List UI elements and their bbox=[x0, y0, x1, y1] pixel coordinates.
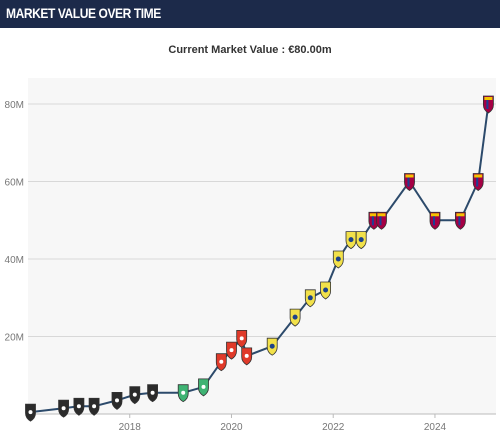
data-point-bournemouth-crest bbox=[129, 386, 141, 405]
x-tick-label: 2022 bbox=[322, 422, 345, 433]
y-tick-label: 40M bbox=[5, 255, 24, 266]
page-title: MARKET VALUE OVER TIME bbox=[6, 5, 161, 21]
header-bar: MARKET VALUE OVER TIME bbox=[0, 0, 500, 28]
data-point-leeds-crest bbox=[332, 250, 344, 269]
data-point-bournemouth-crest bbox=[58, 399, 69, 418]
y-tick-label: 80M bbox=[5, 100, 24, 111]
data-point-leeds-crest bbox=[304, 289, 316, 308]
data-point-barcelona-crest bbox=[376, 211, 387, 230]
data-point-rennes-crest bbox=[236, 329, 248, 348]
x-tick-label: 2024 bbox=[424, 422, 447, 433]
data-point-leeds-crest bbox=[266, 337, 278, 356]
data-point-rennes-crest bbox=[226, 341, 237, 360]
data-point-bournemouth-crest bbox=[73, 397, 85, 416]
y-tick-label: 60M bbox=[5, 178, 24, 189]
data-point-bournemouth-crest bbox=[111, 391, 123, 410]
data-point-sporting-crest bbox=[177, 384, 189, 403]
data-point-barcelona-crest bbox=[482, 95, 494, 114]
data-point-rennes-crest bbox=[215, 353, 227, 372]
data-point-leeds-crest bbox=[345, 231, 357, 250]
data-point-sporting-crest bbox=[198, 378, 209, 397]
data-point-barcelona-crest bbox=[454, 211, 466, 230]
data-point-barcelona-crest bbox=[472, 173, 484, 191]
data-point-barcelona-crest bbox=[429, 211, 441, 230]
data-point-rennes-crest bbox=[241, 347, 253, 366]
data-point-leeds-crest bbox=[355, 231, 367, 250]
data-point-bournemouth-crest bbox=[25, 403, 36, 422]
y-tick-label: 20M bbox=[5, 333, 24, 344]
data-point-bournemouth-crest bbox=[147, 384, 159, 403]
x-tick-label: 2020 bbox=[220, 422, 243, 433]
data-point-leeds-crest bbox=[320, 281, 332, 300]
data-point-bournemouth-crest bbox=[88, 397, 100, 416]
data-point-barcelona-crest bbox=[404, 173, 415, 191]
current-market-value: Current Market Value : €80.00m bbox=[168, 44, 332, 56]
x-tick-label: 2018 bbox=[119, 422, 142, 433]
plot-area bbox=[28, 78, 496, 414]
data-point-leeds-crest bbox=[289, 308, 301, 327]
